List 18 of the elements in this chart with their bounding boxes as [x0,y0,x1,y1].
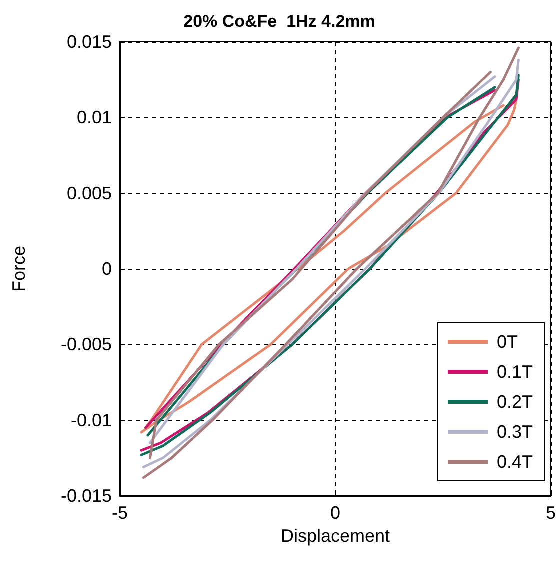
y-tick-label: 0 [102,259,112,279]
x-tick-label: 0 [330,503,341,523]
y-tick-label: 0.015 [66,32,112,52]
x-tick-label: 5 [546,503,556,523]
y-tick-label: 0.005 [66,183,112,204]
legend-label: 0T [496,332,518,352]
x-tick-label: -5 [112,503,128,523]
y-tick-label: -0.005 [60,334,112,355]
y-axis-title: Force [9,246,29,292]
chart-title: 20% Co&Fe 1Hz 4.2mm [184,12,376,31]
legend-label: 0.3T [496,422,534,442]
legend-label: 0.1T [496,362,534,382]
legend-label: 0.2T [496,392,534,412]
legend-label: 0.4T [496,452,534,472]
x-axis-title: Displacement [280,526,390,546]
y-tick-label: -0.01 [70,410,112,430]
y-tick-label: 0.01 [76,108,112,128]
y-tick-label: -0.015 [60,486,112,506]
